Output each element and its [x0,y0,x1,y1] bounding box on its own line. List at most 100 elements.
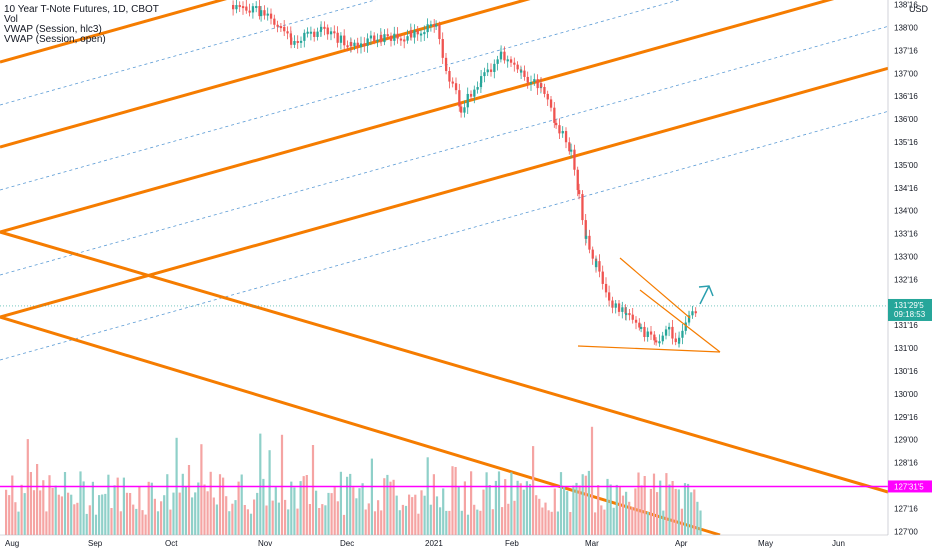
volume-bar [339,471,342,535]
volume-bar [237,481,240,535]
volume-bar [370,458,373,535]
candle-body [433,24,436,27]
volume-bar [200,444,203,535]
volume-bar [513,500,516,535]
volume-bar [439,507,442,535]
volume-bar [479,510,482,535]
volume-bar [11,475,14,535]
candle-body [581,194,584,221]
drawings[interactable] [577,257,721,353]
volume-bar [150,482,153,535]
candle-body [643,326,646,338]
volume-bar [594,512,597,535]
candle-body [611,300,614,308]
candle-body [353,42,356,47]
volume-bar [364,509,367,535]
volume-bar [284,499,287,535]
volume-bar [395,495,398,535]
volume-bar [656,492,659,535]
indicator-vol[interactable]: Vol [4,14,18,25]
volume-bar [67,492,70,535]
volume-bar [107,474,110,535]
volume-bar [414,494,417,535]
volume-bar [194,492,197,535]
triangle-top-line [619,257,691,319]
volume-bar [680,508,683,535]
volume-bar [572,485,575,535]
volume-bar [528,484,532,535]
candle-body [688,315,691,318]
volume-bar [271,500,274,535]
volume-bar [315,490,318,535]
candle-body [694,311,697,314]
volume-bar [349,473,352,535]
candle-body [435,24,438,27]
volume-bar [575,482,578,535]
candle-body [320,26,323,30]
volume-bar [420,490,423,535]
price-tick-label: 138'16 [894,1,918,10]
candle-body [503,51,506,61]
candle-body [553,107,556,123]
volume-bar [473,504,476,535]
candle-body [429,24,433,27]
volume-bar [54,485,57,535]
volume-bar [184,486,187,535]
candle-body [438,24,441,40]
volume-bar [296,508,299,535]
volume-bar [144,514,147,535]
time-axis[interactable]: Aug Sep Oct Nov Dec 2021 Feb Mar Apr May Jun [0,534,932,550]
volume-bar [42,480,45,535]
candle-body [416,30,419,35]
candle-body [290,37,293,45]
candle-body [628,313,631,316]
price-tick-label: 127'00 [894,527,918,536]
candle-body [356,42,359,48]
currency-label[interactable]: USD [908,4,928,14]
volume-bar [470,471,473,535]
volume-bar [451,466,454,535]
candle-body [486,69,489,73]
volume-bar [101,494,104,535]
volume-bar [172,492,175,535]
time-tick-label: 2021 [425,539,443,548]
volume-bar [243,505,246,535]
indicator-vwap-hlc3[interactable]: VWAP (Session, hlc3) [4,24,102,35]
candle-body [266,13,269,16]
candle-body [500,51,503,54]
volume-bar [76,502,79,535]
volume-bar [293,487,296,535]
volume-bar [659,480,662,535]
indicator-vwap-open[interactable]: VWAP (Session, open) [4,34,106,45]
candle-body [383,34,386,43]
volume-bar [463,481,466,535]
price-tick-label: 134'00 [894,207,918,216]
candle-body [506,59,509,62]
candle-body [529,82,533,85]
volume-bar [5,489,8,535]
volume-bar [333,487,336,535]
volume-bar [643,476,646,535]
volume-bar [612,507,615,535]
volume-bar [519,483,522,535]
volume-bar [119,511,122,535]
candle-body [441,39,444,58]
volume-bar [590,426,594,535]
channel-line-lower-b [0,315,721,537]
candle-body [454,83,458,91]
candle-body [350,42,353,47]
volume-bar [389,481,392,535]
volume-bar [361,483,364,535]
candle-body [245,6,248,11]
candle-body [299,40,303,43]
volume-bar [318,508,321,535]
price-axis-bg [888,0,932,550]
volume-bar [637,472,640,535]
volume-bars [5,426,702,535]
volume-bar [649,488,652,535]
candle-body [413,30,416,38]
volume-bar [228,511,231,535]
